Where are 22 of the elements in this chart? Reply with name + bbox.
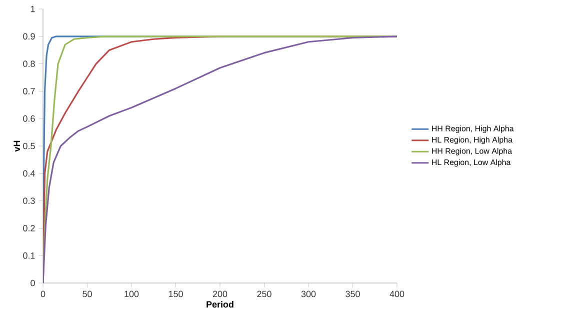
x-tick-label: 100 [124, 290, 139, 298]
y-tick-label: 0.1 [23, 252, 35, 259]
y-tick-label: 0 [30, 280, 35, 286]
x-tick-label: 150 [168, 290, 183, 298]
x-axis-title: Period [206, 300, 234, 308]
x-tick-label: 200 [212, 290, 228, 298]
x-tick-label: 50 [82, 290, 92, 298]
y-tick-label: 0.8 [23, 60, 35, 67]
x-tick-label: 300 [301, 290, 316, 298]
y-tick-label: 0.6 [23, 115, 35, 122]
y-axis-title: vH [14, 140, 20, 152]
y-tick-label: 1 [30, 6, 35, 12]
y-tick-label: 0.9 [23, 33, 35, 40]
y-tick-label: 0.7 [23, 88, 35, 94]
x-tick-label: 350 [346, 290, 360, 298]
x-tick-label: 0 [40, 290, 46, 298]
y-tick-label: 0.2 [23, 225, 35, 232]
x-tick-label: 250 [257, 290, 272, 298]
y-tick-label: 0.5 [23, 142, 35, 150]
y-tick-label: 0.3 [23, 198, 35, 204]
y-tick-label: 0.4 [23, 170, 35, 177]
x-tick-label: 400 [390, 290, 404, 298]
